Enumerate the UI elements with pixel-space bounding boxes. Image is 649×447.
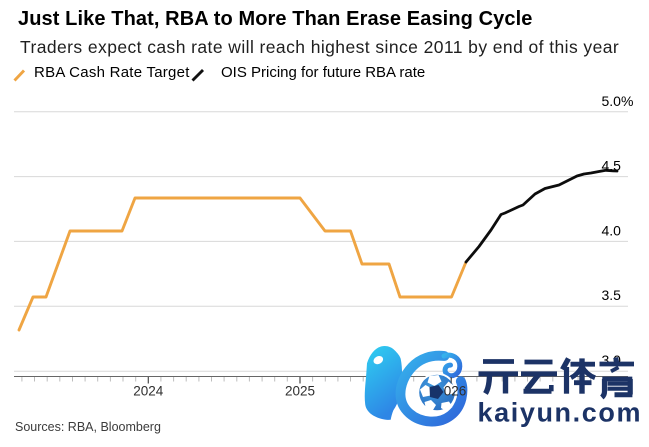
svg-text:3.5: 3.5	[602, 287, 622, 303]
svg-text:4.5: 4.5	[602, 158, 622, 174]
svg-text:5.0%: 5.0%	[602, 93, 634, 109]
svg-text:026: 026	[444, 383, 467, 398]
svg-text:kaiyun.com: kaiyun.com	[478, 398, 643, 428]
svg-text:2025: 2025	[285, 383, 315, 398]
svg-text:2024: 2024	[133, 383, 164, 398]
svg-text:4.0: 4.0	[602, 222, 622, 238]
